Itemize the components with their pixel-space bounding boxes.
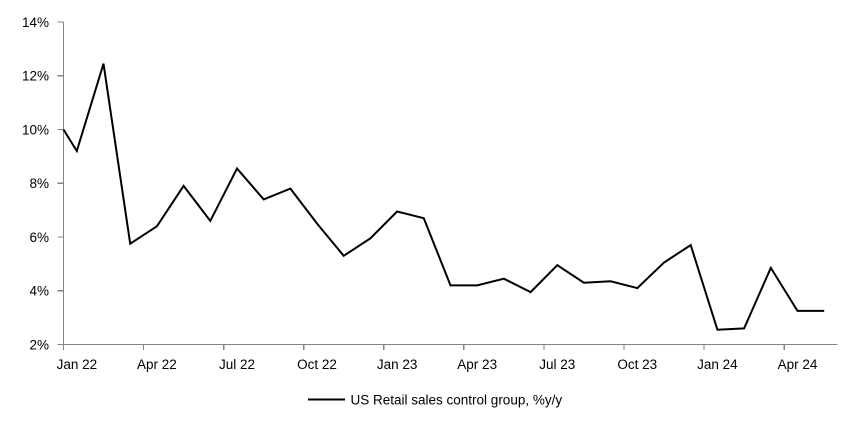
y-axis-tick-label: 2% <box>29 337 49 352</box>
y-axis-tick-label: 6% <box>29 230 49 245</box>
y-axis-tick-label: 14% <box>22 15 49 30</box>
x-axis-tick-label: Oct 23 <box>617 357 657 372</box>
x-axis-tick-label: Apr 22 <box>137 357 177 372</box>
x-axis-tick-label: Jan 22 <box>57 357 98 372</box>
x-axis-tick-label: Jul 22 <box>219 357 255 372</box>
legend-label: US Retail sales control group, %y/y <box>351 393 563 408</box>
x-axis-tick-label: Jan 23 <box>377 357 418 372</box>
series-line <box>62 63 825 331</box>
x-axis-tick-label: Oct 22 <box>297 357 337 372</box>
y-axis-tick-label: 4% <box>29 284 49 299</box>
x-axis-tick-label: Apr 24 <box>778 357 818 372</box>
x-axis-tick-label: Jul 23 <box>539 357 575 372</box>
x-axis-tick-label: Jan 24 <box>697 357 738 372</box>
y-axis-tick-label: 8% <box>29 176 49 191</box>
x-axis-tick-label: Apr 23 <box>457 357 497 372</box>
y-axis-tick-label: 10% <box>22 122 49 137</box>
y-axis-tick-label: 12% <box>22 69 49 84</box>
